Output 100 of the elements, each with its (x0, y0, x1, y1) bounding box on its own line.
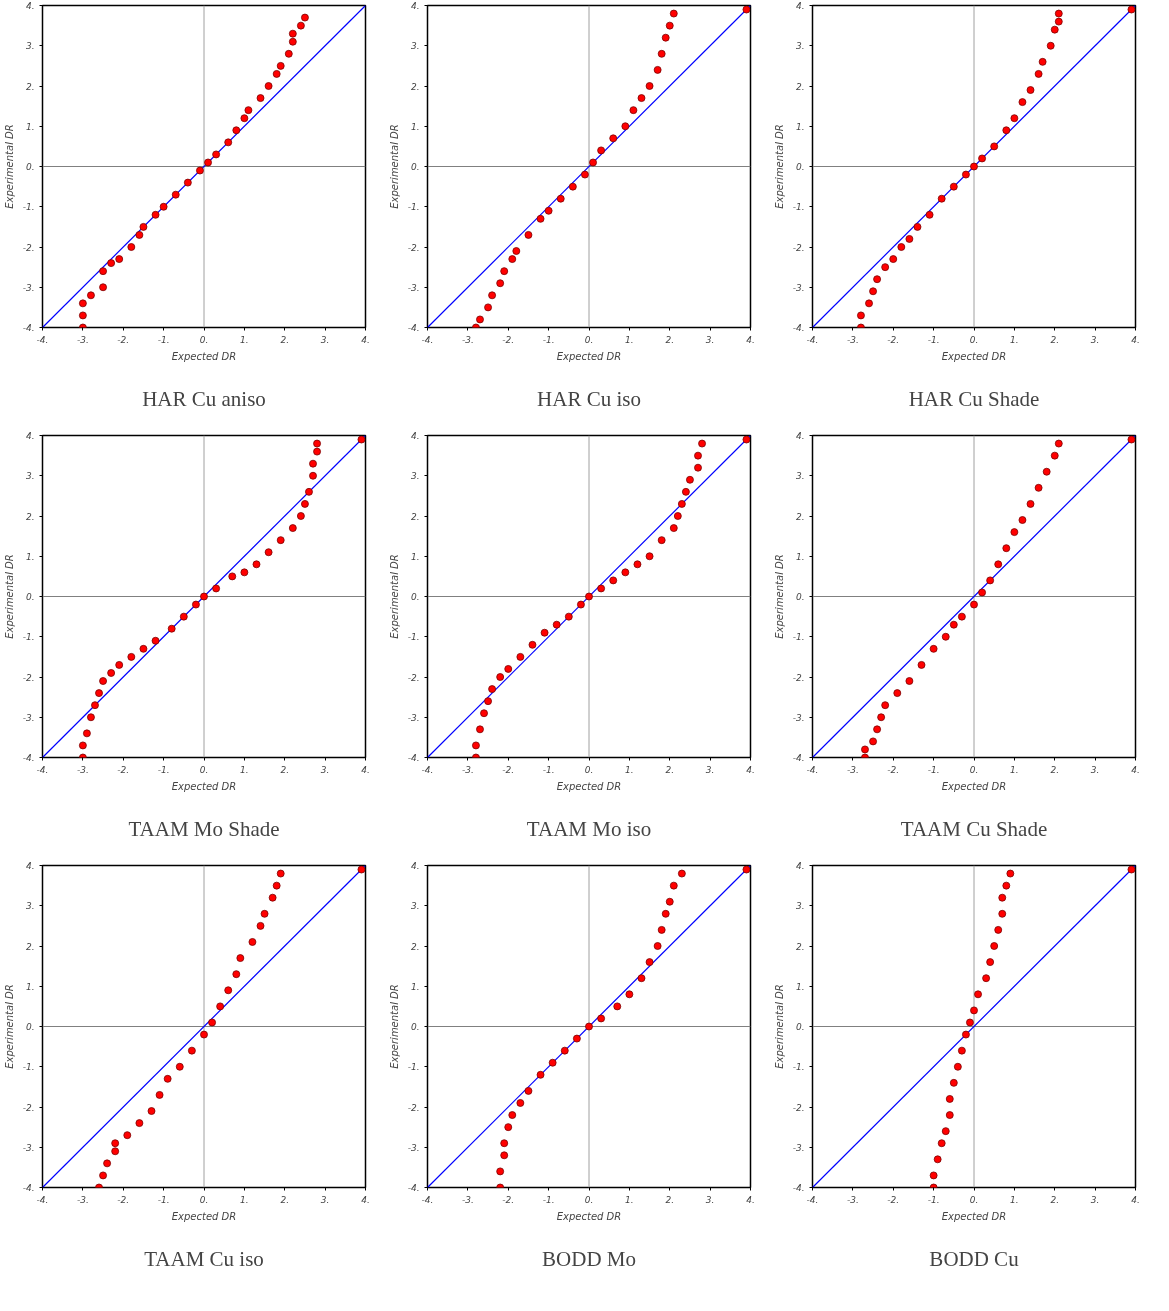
text: BODD Cu (929, 1246, 1020, 1271)
y-tick-label: 2. (795, 511, 805, 522)
x-tick-label: 1. (625, 334, 634, 345)
x-tick-label: 0. (969, 1194, 979, 1205)
y-tick-label: -2. (792, 1102, 805, 1113)
y-tick-label: 0. (25, 592, 35, 602)
y-tick-label: 3. (25, 41, 35, 52)
x-tick-label: 4. (1131, 764, 1140, 775)
y-tick-label: 1. (25, 981, 35, 992)
y-tick-label: 2. (795, 81, 805, 92)
x-axis-title: Expected DR (941, 780, 1007, 792)
x-tick-label: 3. (320, 1194, 330, 1205)
x-tick-label: 2. (1050, 764, 1060, 775)
y-axis-title: Experimental DR (3, 984, 15, 1069)
x-tick-label: -1. (157, 1194, 170, 1205)
x-tick-label: -4. (806, 334, 819, 345)
x-tick-label: -2. (502, 1194, 515, 1205)
y-tick-label: -3. (792, 1142, 805, 1153)
y-tick-label: 3. (410, 41, 420, 52)
x-tick-label: -1. (927, 764, 940, 775)
y-tick-label: 1. (25, 121, 35, 132)
text: TAAM Cu iso (144, 1246, 264, 1271)
x-tick-label: 0. (199, 764, 209, 775)
text: BODD Mo (542, 1246, 636, 1271)
y-tick-label: 3. (410, 901, 420, 912)
x-tick-label: 2. (1050, 334, 1060, 345)
y-tick-label: -1. (407, 1062, 420, 1073)
y-tick-label: 0. (25, 1022, 35, 1032)
x-tick-label: -1. (157, 764, 170, 775)
x-tick-label: -4. (421, 334, 434, 345)
x-axis-title: Expected DR (171, 350, 237, 362)
x-tick-label: 3. (320, 764, 330, 775)
y-tick-label: -1. (22, 632, 35, 643)
text: HAR Cu aniso (142, 386, 266, 411)
y-tick-label: 1. (795, 551, 805, 562)
x-tick-label: 2. (665, 334, 675, 345)
y-tick-label: -1. (407, 632, 420, 643)
y-tick-label: 3. (795, 471, 805, 482)
y-tick-label: 2. (410, 941, 420, 952)
text: TAAM Mo Shade (128, 816, 280, 841)
y-tick-label: -2. (407, 242, 420, 253)
x-tick-label: 0. (969, 334, 979, 345)
x-tick-label: -1. (542, 764, 555, 775)
y-tick-label: -1. (792, 202, 805, 213)
x-tick-label: 2. (280, 1194, 290, 1205)
x-tick-label: -1. (157, 334, 170, 345)
y-tick-label: 3. (25, 901, 35, 912)
x-tick-label: 1. (625, 1194, 634, 1205)
x-tick-label: 4. (746, 1194, 755, 1205)
x-tick-label: -2. (502, 764, 515, 775)
y-tick-label: 3. (410, 471, 420, 482)
x-tick-label: 1. (240, 1194, 249, 1205)
y-tick-label: 0. (795, 162, 805, 172)
x-tick-label: -2. (887, 764, 900, 775)
x-tick-label: -4. (421, 1194, 434, 1205)
y-tick-label: -3. (407, 282, 420, 293)
y-tick-label: -4. (792, 1183, 805, 1193)
y-tick-label: -4. (792, 323, 805, 333)
y-tick-label: -3. (22, 1142, 35, 1153)
x-tick-label: -2. (117, 334, 130, 345)
x-tick-label: 1. (1010, 1194, 1019, 1205)
x-axis-title: Expected DR (556, 1210, 622, 1222)
x-tick-label: 0. (199, 334, 209, 345)
y-tick-label: 4. (25, 861, 35, 871)
x-tick-label: 0. (584, 334, 594, 345)
y-tick-label: 0. (795, 592, 805, 602)
y-tick-label: 2. (795, 941, 805, 952)
x-tick-label: -1. (542, 1194, 555, 1205)
x-tick-label: 3. (320, 334, 330, 345)
x-tick-label: 4. (361, 1194, 370, 1205)
x-tick-label: -1. (927, 1194, 940, 1205)
x-tick-label: 1. (1010, 764, 1019, 775)
y-tick-label: -3. (792, 712, 805, 723)
x-tick-label: -2. (887, 1194, 900, 1205)
y-tick-label: 2. (25, 941, 35, 952)
text: HAR Cu Shade (908, 386, 1040, 411)
x-tick-label: 3. (705, 1194, 715, 1205)
x-tick-label: 2. (280, 764, 290, 775)
y-axis-title: Experimental DR (388, 984, 400, 1069)
y-tick-label: 3. (795, 41, 805, 52)
x-tick-label: 2. (665, 1194, 675, 1205)
x-tick-label: -1. (927, 334, 940, 345)
x-axis-title: Expected DR (941, 1210, 1007, 1222)
x-tick-label: -3. (76, 1194, 89, 1205)
y-tick-label: -4. (407, 753, 420, 763)
x-tick-label: -4. (806, 1194, 819, 1205)
y-tick-label: -4. (792, 753, 805, 763)
text: HAR Cu iso (537, 386, 641, 411)
y-axis-title: Experimental DR (773, 554, 785, 639)
y-tick-label: -1. (22, 202, 35, 213)
y-tick-label: 4. (795, 1, 805, 11)
y-axis-title: Experimental DR (388, 554, 400, 639)
x-tick-label: -2. (887, 334, 900, 345)
x-tick-label: -3. (461, 1194, 474, 1205)
y-tick-label: 1. (795, 121, 805, 132)
y-tick-label: 4. (795, 861, 805, 871)
x-tick-label: 0. (584, 1194, 594, 1205)
y-tick-label: 4. (410, 1, 420, 11)
y-axis-title: Experimental DR (3, 124, 15, 209)
x-tick-label: 4. (746, 764, 755, 775)
